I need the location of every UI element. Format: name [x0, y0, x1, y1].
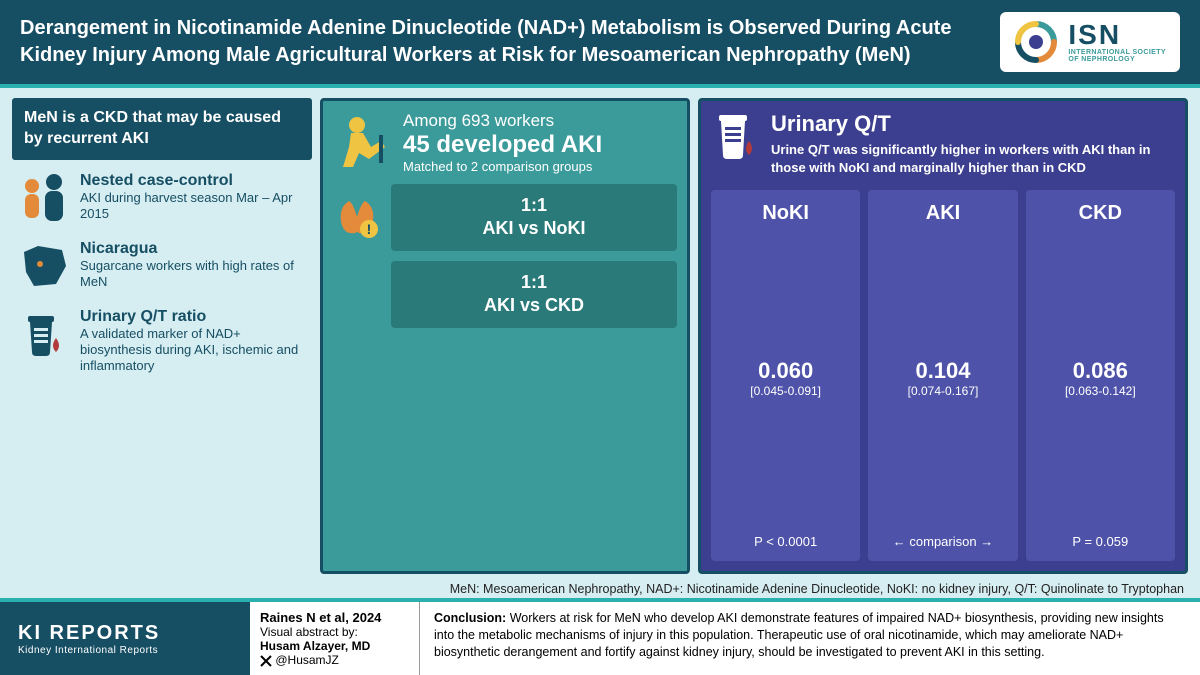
journal-badge: KI REPORTS Kidney International Reports — [0, 602, 250, 675]
specimen-cup-icon — [711, 111, 759, 165]
conclusion-text: Workers at risk for MeN who develop AKI … — [434, 611, 1164, 659]
specimen-cup-icon — [18, 308, 70, 360]
card-value: 0.104 — [874, 358, 1011, 384]
conclusion-label: Conclusion: — [434, 611, 506, 625]
item-sub: Sugarcane workers with high rates of MeN — [80, 258, 306, 291]
results-column: Urinary Q/T Urine Q/T was significantly … — [698, 98, 1188, 574]
attribution: Raines N et al, 2024 Visual abstract by:… — [250, 602, 420, 675]
cohort-summary: Among 693 workers 45 developed AKI Match… — [333, 111, 677, 174]
comparison-box-1: 1:1 AKI vs NoKI — [391, 184, 677, 251]
item-title: Nicaragua — [80, 240, 306, 258]
card-ci: [0.063-0.142] — [1032, 384, 1169, 398]
card-ci: [0.045-0.091] — [717, 384, 854, 398]
conclusion: Conclusion: Workers at risk for MeN who … — [420, 602, 1200, 675]
abbreviations: MeN: Mesoamerican Nephropathy, NAD+: Nic… — [0, 578, 1200, 598]
card-p: P < 0.0001 — [717, 534, 854, 549]
method-nicaragua: Nicaragua Sugarcane workers with high ra… — [12, 236, 312, 296]
isn-swirl-icon — [1014, 20, 1058, 64]
main-content: MeN is a CKD that may be caused by recur… — [0, 88, 1200, 578]
worker-icon — [333, 113, 393, 173]
va-author: Husam Alzayer, MD — [260, 639, 409, 653]
kidney-icon: ! — [333, 193, 381, 241]
card-group: AKI — [874, 202, 1011, 225]
people-icon — [18, 172, 70, 224]
comparison-2: 1:1 AKI vs CKD — [333, 261, 677, 328]
box2-groups: AKI vs CKD — [399, 294, 669, 317]
comparison-1: ! 1:1 AKI vs NoKI — [333, 184, 677, 251]
card-p: ← comparison → — [874, 534, 1011, 549]
item-sub: AKI during harvest season Mar – Apr 2015 — [80, 190, 306, 223]
isn-logo: ISN INTERNATIONAL SOCIETY OF NEPHROLOGY — [1000, 12, 1180, 72]
svg-text:!: ! — [367, 221, 372, 237]
visual-abstract: Derangement in Nicotinamide Adenine Dinu… — [0, 0, 1200, 675]
results-subtitle: Urine Q/T was significantly higher in wo… — [771, 141, 1175, 176]
va-handle-row: @HusamJZ — [260, 653, 409, 667]
logo-sub1: INTERNATIONAL SOCIETY — [1068, 49, 1166, 56]
card-noki: NoKI 0.060 [0.045-0.091] P < 0.0001 — [711, 190, 860, 561]
item-title: Urinary Q/T ratio — [80, 308, 306, 326]
logo-acronym: ISN — [1068, 21, 1121, 49]
journal-name: KI REPORTS — [18, 622, 232, 645]
box1-ratio: 1:1 — [399, 194, 669, 217]
cohort-column: Among 693 workers 45 developed AKI Match… — [320, 98, 690, 574]
card-ci: [0.074-0.167] — [874, 384, 1011, 398]
logo-sub2: OF NEPHROLOGY — [1068, 56, 1135, 63]
citation: Raines N et al, 2024 — [260, 610, 409, 625]
card-value: 0.060 — [717, 358, 854, 384]
card-p: P = 0.059 — [1032, 534, 1169, 549]
cohort-line1: Among 693 workers — [403, 111, 602, 131]
comparison-box-2: 1:1 AKI vs CKD — [391, 261, 677, 328]
cohort-line2: 45 developed AKI — [403, 131, 602, 159]
method-nested-case-control: Nested case-control AKI during harvest s… — [12, 168, 312, 228]
card-value: 0.086 — [1032, 358, 1169, 384]
va-label: Visual abstract by: — [260, 625, 409, 639]
header-bar: Derangement in Nicotinamide Adenine Dinu… — [0, 0, 1200, 88]
map-icon — [18, 240, 70, 292]
card-group: NoKI — [717, 202, 854, 225]
item-sub: A validated marker of NAD+ biosynthesis … — [80, 326, 306, 375]
footer: KI REPORTS Kidney International Reports … — [0, 598, 1200, 675]
left-heading: MeN is a CKD that may be caused by recur… — [12, 98, 312, 160]
box2-ratio: 1:1 — [399, 271, 669, 294]
journal-sub: Kidney International Reports — [18, 645, 232, 656]
results-title: Urinary Q/T — [771, 111, 1175, 137]
x-social-icon — [260, 655, 272, 667]
item-title: Nested case-control — [80, 172, 306, 190]
card-ckd: CKD 0.086 [0.063-0.142] P = 0.059 — [1026, 190, 1175, 561]
box1-groups: AKI vs NoKI — [399, 217, 669, 240]
method-urinary-qt: Urinary Q/T ratio A validated marker of … — [12, 304, 312, 379]
results-header: Urinary Q/T Urine Q/T was significantly … — [711, 111, 1175, 176]
results-cards: NoKI 0.060 [0.045-0.091] P < 0.0001 AKI … — [711, 190, 1175, 561]
va-handle: @HusamJZ — [275, 653, 339, 667]
card-aki: AKI 0.104 [0.074-0.167] ← comparison → — [868, 190, 1017, 561]
card-group: CKD — [1032, 202, 1169, 225]
title: Derangement in Nicotinamide Adenine Dinu… — [20, 15, 1000, 69]
methods-column: MeN is a CKD that may be caused by recur… — [12, 98, 312, 574]
cohort-line3: Matched to 2 comparison groups — [403, 159, 602, 174]
